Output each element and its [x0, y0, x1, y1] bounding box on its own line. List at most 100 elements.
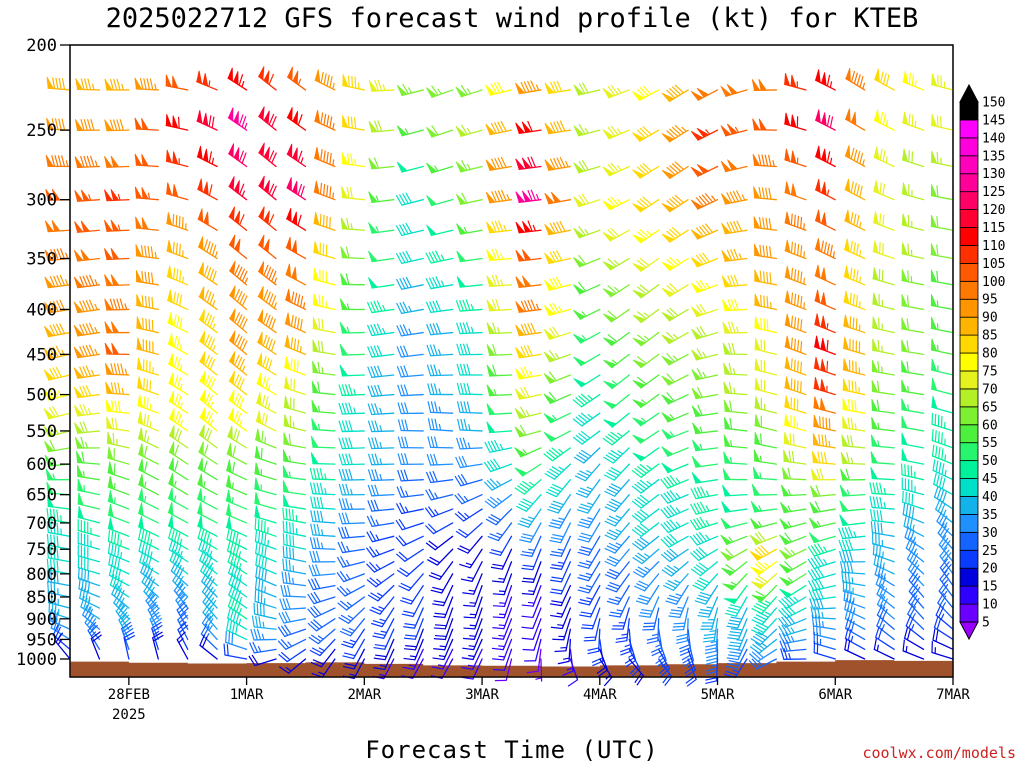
barb-full [282, 558, 285, 571]
barb-full [763, 295, 766, 308]
barb-pennant [43, 426, 55, 438]
barb-full [367, 453, 373, 465]
barb-half [264, 437, 267, 444]
barb-full [204, 553, 210, 565]
barb-full [110, 363, 115, 375]
barb-full [117, 604, 126, 615]
barb-full [371, 437, 376, 449]
barb-full [56, 509, 59, 522]
barb-full [907, 243, 910, 256]
barb-half [907, 404, 909, 411]
barb-full [350, 153, 353, 165]
barb-full [239, 268, 246, 280]
barb-shaft [312, 534, 336, 537]
barb-half [179, 582, 184, 589]
barb-shaft [227, 605, 248, 620]
barb-full [116, 78, 121, 91]
barb-shaft [384, 648, 395, 671]
barb-shaft [371, 535, 395, 543]
barb-half [273, 302, 278, 309]
barb-full [397, 402, 402, 414]
barb-full [427, 401, 432, 413]
wind-barb [168, 390, 189, 414]
barb-full [111, 417, 115, 429]
barb-full [141, 295, 144, 307]
barb-full [463, 627, 475, 630]
barb-full [290, 378, 292, 390]
barb-full [313, 619, 323, 628]
barb-full [177, 621, 187, 631]
barb-shaft [283, 556, 307, 563]
barb-full [50, 570, 53, 583]
barb-full [144, 295, 148, 308]
barb-pennant [254, 477, 261, 491]
barb-full [236, 395, 242, 407]
barb-pennant [197, 178, 203, 193]
barb-shaft [344, 584, 365, 597]
barb-half [261, 633, 265, 640]
barb-full [351, 76, 354, 88]
barb-full [263, 289, 269, 301]
barb-half [60, 528, 62, 535]
barb-full [144, 554, 150, 566]
barb-full [284, 624, 292, 635]
barb-shaft [384, 628, 395, 650]
barb-full [236, 567, 242, 579]
barb-full [114, 417, 118, 430]
barb-pennant [341, 186, 349, 199]
wind-barb [168, 441, 189, 465]
barb-full [882, 243, 884, 255]
barb-full [53, 248, 59, 260]
barb-full [46, 521, 49, 533]
barb-full [403, 469, 409, 481]
barb-full [83, 597, 88, 609]
barb-full [374, 437, 379, 449]
wind-barb [168, 472, 189, 496]
barb-pennant [104, 189, 113, 202]
barb-full [233, 577, 239, 589]
barb-full [307, 579, 314, 590]
barb-full [264, 533, 267, 546]
barb-half [267, 402, 271, 410]
barb-pennant [80, 220, 91, 233]
barb-full [176, 357, 181, 370]
barb-full [280, 651, 291, 661]
barb-full [146, 78, 151, 90]
barb-half [498, 655, 505, 658]
barb-full [174, 553, 181, 565]
wind-barb [107, 541, 130, 563]
wind-barb [278, 611, 307, 624]
barb-full [254, 577, 258, 590]
barb-full [288, 433, 291, 446]
barb-full [87, 78, 92, 90]
barb-full [344, 402, 350, 414]
barb-pennant [107, 475, 114, 490]
barb-full [341, 643, 353, 649]
barb-full [211, 116, 215, 128]
barb-half [273, 277, 278, 284]
barb-full [367, 469, 373, 481]
barb-full [282, 507, 285, 520]
barb-pennant [134, 117, 143, 130]
wind-barb [75, 78, 101, 91]
barb-half [238, 607, 242, 615]
barb-full [82, 345, 89, 357]
barb-full [268, 268, 274, 280]
barb-full [705, 680, 717, 685]
barb-half [257, 645, 262, 653]
barb-full [53, 618, 58, 630]
barb-pennant [313, 180, 320, 195]
barb-full [203, 239, 209, 251]
barb-pennant [285, 288, 291, 303]
wind-barb [202, 602, 218, 630]
barb-full [147, 272, 151, 284]
barb-pennant [229, 260, 236, 275]
barb-full [177, 555, 183, 567]
barb-shaft [319, 638, 336, 657]
barb-shaft [255, 576, 277, 587]
barb-full [431, 125, 439, 136]
barb-half [346, 326, 350, 334]
barb-full [51, 77, 56, 89]
barb-shaft [413, 607, 424, 629]
barb-full [260, 591, 263, 604]
